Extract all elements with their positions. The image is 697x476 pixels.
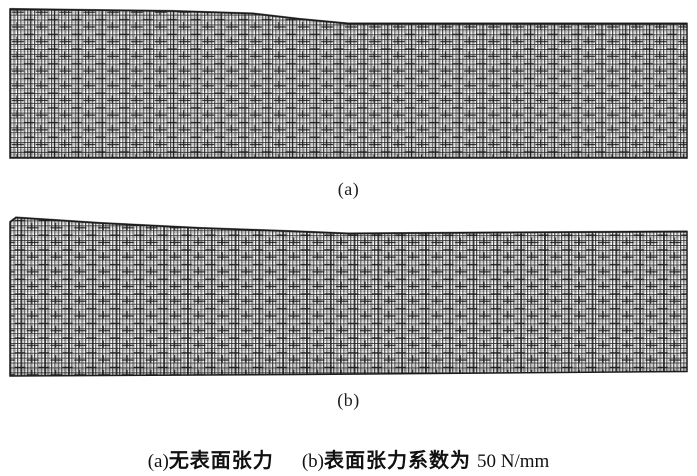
- caption-b-label: (b): [301, 451, 324, 472]
- panel-label-a: (a): [337, 179, 360, 199]
- figure-caption: (a)无表面张力 (b)表面张力系数为 50 N/mm: [0, 444, 697, 473]
- caption-b-value: 50 N/mm: [476, 451, 550, 472]
- mesh-panel-b: [9, 216, 688, 377]
- caption-a-label: (a): [147, 451, 169, 472]
- mesh-a-outline: [9, 8, 688, 159]
- mesh-panel-a: [9, 7, 688, 159]
- caption-a-text: 无表面张力: [168, 450, 274, 472]
- panel-label-b: (b): [337, 390, 360, 410]
- caption-b-text: 表面张力系数为: [323, 450, 471, 472]
- mesh-b-outline: [9, 216, 688, 377]
